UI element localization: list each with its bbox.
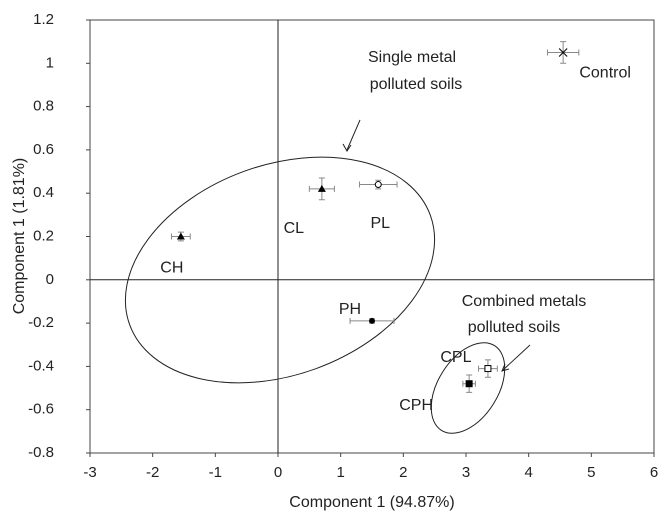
y-tick-label: -0.6	[28, 401, 54, 418]
y-tick-label: -0.8	[28, 444, 54, 461]
point-label: CPL	[440, 349, 471, 366]
x-tick-label: 2	[399, 464, 407, 481]
point	[374, 181, 382, 189]
point-label: CH	[160, 260, 183, 277]
annotation: polluted soils	[370, 76, 463, 93]
arrow-head	[342, 143, 352, 152]
point	[176, 232, 185, 240]
y-tick-label: 0.4	[33, 184, 54, 201]
annotation: Combined metals	[462, 293, 587, 310]
group-ellipse	[430, 342, 506, 434]
point-label: CL	[284, 220, 305, 237]
x-axis-title: Component 1 (94.87%)	[289, 494, 454, 511]
arrow-head	[501, 363, 510, 372]
point-label: CPH	[399, 397, 433, 414]
point-label: PH	[339, 301, 361, 318]
x-tick-label: -3	[83, 464, 96, 481]
point-label: Control	[579, 65, 631, 82]
y-tick-label: 1	[46, 54, 54, 71]
y-tick-label: -0.4	[28, 357, 54, 374]
x-tick-label: 0	[274, 464, 282, 481]
x-tick-label: 6	[650, 464, 658, 481]
arrow	[502, 344, 531, 371]
point	[465, 380, 473, 388]
y-tick-label: 0.6	[33, 141, 54, 158]
x-tick-label: 1	[336, 464, 344, 481]
x-tick-label: 3	[462, 464, 470, 481]
point-label: PL	[370, 215, 390, 232]
x-tick-label: -2	[146, 464, 159, 481]
y-tick-label: 1.2	[33, 11, 54, 28]
annotation: polluted soils	[468, 319, 561, 336]
x-tick-label: -1	[209, 464, 222, 481]
point	[484, 365, 492, 373]
point	[317, 184, 326, 192]
point	[369, 317, 375, 324]
x-tick-label: 5	[587, 464, 595, 481]
y-tick-label: 0.8	[33, 98, 54, 115]
group-ellipse	[124, 156, 436, 384]
y-axis-title: Component 1 (1.81%)	[11, 158, 28, 315]
y-tick-label: 0	[46, 271, 54, 288]
x-tick-label: 4	[524, 464, 532, 481]
annotation: Single metal	[368, 49, 456, 66]
arrow	[346, 119, 361, 151]
y-tick-label: -0.2	[28, 314, 54, 331]
point	[558, 48, 568, 57]
y-tick-label: 0.2	[33, 227, 54, 244]
